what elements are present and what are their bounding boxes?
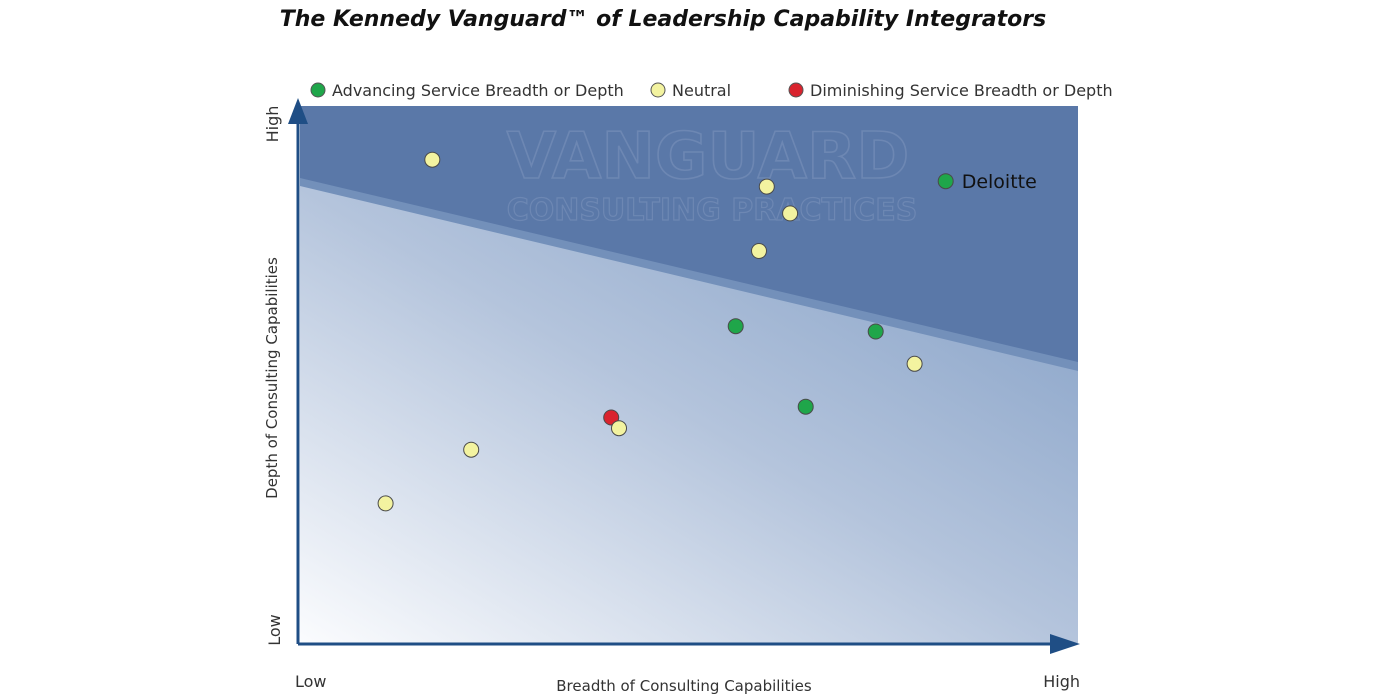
y-axis-arrow — [288, 98, 308, 124]
legend-label-advancing: Advancing Service Breadth or Depth — [332, 81, 624, 100]
watermark-consulting-practices: CONSULTING PRACTICES — [507, 193, 918, 228]
data-point-advancing-12 — [937, 173, 954, 190]
x-axis-arrow — [1050, 634, 1080, 654]
axes — [288, 98, 1080, 654]
data-point-diminishing-3 — [603, 409, 620, 426]
data-point-advancing-10 — [867, 323, 884, 340]
legend-label-neutral: Neutral — [672, 81, 731, 100]
data-point-neutral-7 — [758, 178, 775, 195]
plot-area: VANGUARD CONSULTING PRACTICES — [300, 106, 1078, 643]
data-point-neutral-4 — [611, 420, 627, 437]
y-axis-label: Depth of Consulting Capabilities — [263, 257, 281, 499]
x-axis-label: Breadth of Consulting Capabilities — [556, 677, 812, 695]
legend-label-diminishing: Diminishing Service Breadth or Depth — [810, 81, 1113, 100]
data-point-neutral-0 — [377, 495, 394, 512]
y-tick-low: Low — [265, 614, 284, 646]
legend: Advancing Service Breadth or Depth Neutr… — [310, 81, 1113, 100]
x-tick-low: Low — [295, 672, 327, 691]
lower-zone — [300, 186, 1078, 643]
data-point-label: Deloitte — [962, 171, 1037, 193]
watermark-vanguard: VANGUARD — [507, 120, 910, 194]
chart-title: The Kennedy Vanguard™ of Leadership Capa… — [280, 7, 1046, 32]
data-point-neutral-6 — [751, 243, 767, 259]
x-tick-high: High — [1043, 672, 1080, 691]
data-point-neutral-8 — [782, 205, 799, 222]
data-point-neutral-11 — [906, 355, 923, 372]
legend-marker-neutral — [650, 82, 666, 98]
legend-marker-advancing — [310, 82, 326, 98]
legend-marker-diminishing — [788, 82, 804, 98]
data-points: Deloitte — [377, 151, 1037, 512]
data-point-advancing-9 — [797, 398, 814, 415]
data-point-neutral-1 — [463, 441, 480, 458]
y-tick-high: High — [263, 106, 282, 143]
data-point-advancing-5 — [727, 318, 744, 335]
data-point-neutral-2 — [424, 151, 441, 168]
